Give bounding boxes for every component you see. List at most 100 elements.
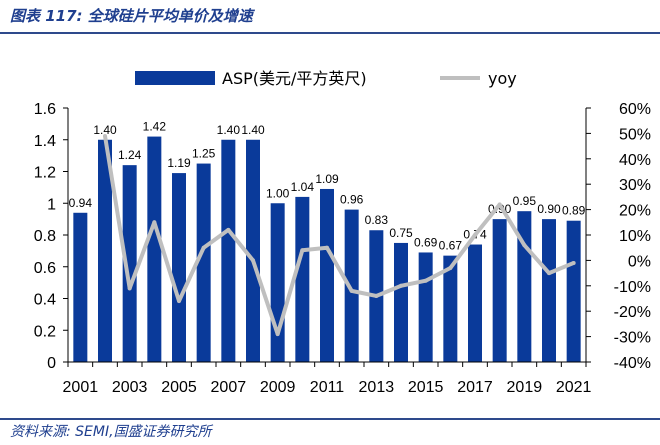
source-text: SEMI,国盛证券研究所 (75, 424, 212, 440)
left-tick-label: 1.4 (34, 133, 56, 150)
bar-label-2001: 0.94 (69, 196, 93, 210)
x-tick-label: 2017 (457, 379, 493, 396)
x-tick-label: 2003 (112, 379, 148, 396)
bar-data-labels: 0.941.401.241.421.191.251.40 1.401.00 1.04… (69, 120, 586, 253)
bar-2006 (196, 163, 211, 362)
bar-2014 (394, 242, 408, 362)
bar-2004 (147, 136, 162, 362)
left-tick-label: 0.6 (34, 260, 56, 277)
legend: ASP(美元/平方英尺) yoy (135, 69, 517, 88)
bar-label-2003: 1.24 (118, 148, 142, 162)
bar-2007 (221, 139, 236, 362)
bar-label-2019: 0.95 (513, 194, 537, 208)
axes: 0 0.2 0.4 0.6 0.8 1 1.2 1.4 1.6 -40% -30% -20% -10% 0… (34, 101, 651, 396)
bar-2021 (566, 220, 581, 362)
bar-2003 (122, 165, 137, 362)
chart: ASP(美元/平方英尺) yoy 0.941.401.241.421.191.2… (34, 69, 651, 396)
source-label: 资料来源: (10, 424, 71, 440)
yoy-point-2010 (300, 248, 305, 253)
bar-label-2009: 1.00 (266, 186, 290, 200)
figure-title: 图表 117: 全球硅片平均单价及增速 (10, 5, 253, 26)
yoy-point-2008 (251, 258, 255, 263)
bar-label-2016: 0.67 (439, 239, 463, 253)
source-rule (0, 418, 660, 420)
bar-2020 (542, 219, 556, 362)
bar-2018 (492, 219, 507, 362)
legend-label-yoy: yoy (488, 69, 517, 88)
x-tick-label: 2011 (310, 379, 345, 396)
yoy-point-2002 (103, 133, 107, 138)
legend-label-asp: ASP(美元/平方英尺) (222, 69, 367, 88)
yoy-point-2005 (177, 299, 181, 304)
yoy-point-2004 (152, 220, 157, 225)
title-rule (0, 32, 660, 34)
bar-2008 (246, 139, 260, 362)
bar-2012 (344, 209, 359, 362)
bar-2001 (73, 212, 88, 362)
bar-2005 (172, 173, 186, 362)
left-tick-label: 1.6 (34, 101, 56, 118)
x-tick-label: 2013 (359, 379, 395, 396)
yoy-point-2018 (497, 202, 502, 207)
figure-title-text: 全球硅片平均单价及增速 (87, 7, 253, 25)
bar-label-2005: 1.19 (167, 156, 191, 170)
bar-2010 (295, 196, 310, 362)
left-tick-label: 1 (47, 196, 56, 213)
bar-label-2020: 0.90 (537, 202, 561, 216)
bar-label-2002: 1.40 (93, 123, 117, 137)
yoy-point-2006 (201, 245, 206, 250)
bar-2017 (468, 244, 482, 362)
x-tick-label: 2001 (63, 379, 99, 396)
figure-number: 图表 117: (10, 7, 83, 25)
yoy-point-2015 (423, 278, 428, 283)
left-tick-label: 0.4 (34, 292, 56, 309)
yoy-point-2019 (522, 243, 527, 248)
x-tick-label: 2015 (408, 379, 444, 396)
left-tick-label: 0.8 (34, 228, 56, 245)
left-tick-label: 0 (47, 355, 56, 372)
x-tick-label: 2005 (161, 379, 197, 396)
yoy-point-2013 (374, 293, 379, 298)
bar-label-2013: 0.83 (365, 213, 389, 227)
yoy-point-2020 (547, 271, 551, 276)
left-tick-label: 1.2 (34, 165, 56, 182)
bar-label-2014: 0.75 (389, 226, 413, 240)
right-tick-label: 50% (619, 126, 651, 143)
yoy-point-2017 (473, 233, 477, 237)
bar-label-2010: 1.04 (291, 180, 315, 194)
figure-source: 资料来源: SEMI,国盛证券研究所 (10, 421, 212, 441)
bar-label-2008: 1.40 (241, 123, 265, 137)
yoy-series (103, 133, 576, 337)
bar-label-2011: 1.09 (315, 172, 339, 186)
yoy-point-2003 (127, 286, 132, 291)
right-tick-label: -40% (614, 355, 651, 372)
left-tick-label: 0.2 (34, 323, 56, 340)
bar-label-2021: 0.89 (562, 204, 586, 218)
yoy-point-2012 (349, 288, 354, 293)
yoy-line (103, 135, 575, 337)
right-tick-label: 60% (619, 101, 651, 118)
yoy-point-2011 (325, 245, 329, 250)
legend-swatch-asp (135, 71, 215, 85)
right-tick-label: -10% (614, 279, 651, 296)
bar-label-2012: 0.96 (340, 193, 364, 207)
bar-2016 (443, 255, 458, 362)
bar-2015 (418, 252, 433, 362)
yoy-point-2007 (226, 227, 231, 232)
yoy-point-2009 (275, 332, 280, 337)
right-tick-label: -30% (614, 330, 651, 347)
yoy-point-2016 (448, 266, 453, 271)
x-tick-label: 2021 (556, 379, 592, 396)
yoy-point-2021 (571, 260, 576, 265)
bar-2011 (320, 188, 334, 362)
x-tick-label: 2007 (211, 379, 247, 396)
bar-label-2004: 1.42 (143, 120, 167, 134)
yoy-point-2014 (399, 283, 403, 288)
x-tick-label: 2009 (260, 379, 296, 396)
x-tick-label: 2019 (507, 379, 543, 396)
bar-series (73, 136, 581, 362)
right-tick-label: 20% (619, 203, 651, 220)
bar-2009 (270, 203, 285, 362)
bar-2002 (98, 139, 112, 362)
bar-label-2015: 0.69 (414, 235, 438, 249)
